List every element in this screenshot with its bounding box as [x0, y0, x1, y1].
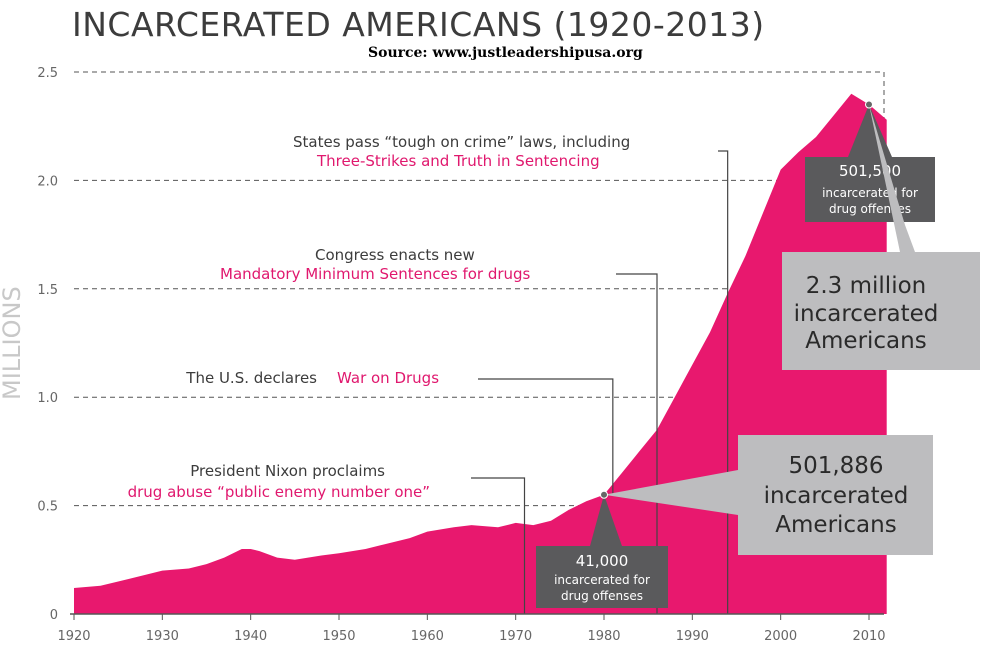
y-tick-label: 1.5 — [37, 283, 58, 298]
callout-total-1980: 501,886 incarcerated Americans — [604, 435, 933, 555]
x-tick-label: 1920 — [57, 629, 90, 644]
chart-source: Source: www.justleadershipusa.org — [368, 45, 643, 61]
annotation-nixon-line1: President Nixon proclaims — [190, 462, 385, 480]
x-tick-label: 2000 — [764, 629, 797, 644]
callout-total-1980-box — [604, 435, 933, 555]
callout-drug-1980-box — [536, 494, 668, 608]
callout-point — [865, 100, 873, 109]
callout-drug-1980-line2: incarcerated for — [554, 573, 650, 587]
x-tick-label: 1950 — [322, 629, 355, 644]
annotation-war-line — [478, 378, 614, 494]
annotation-nixon-line2: drug abuse “public enemy number one” — [128, 483, 430, 501]
callout-total-2010-line3: Americans — [805, 328, 926, 354]
callout-total-1980-line2: incarcerated — [764, 483, 909, 509]
y-tick-labels: 0 0.5 1.0 1.5 2.0 2.5 — [37, 66, 58, 623]
y-tick-label: 2.5 — [37, 66, 58, 81]
annotation-war-line1: The U.S. declares — [185, 369, 317, 387]
callout-total-1980-line1: 501,886 — [788, 453, 883, 479]
annotation-tough-line2: Three-Strikes and Truth in Sentencing — [316, 152, 600, 170]
callout-drug-2010-line2: incarcerated for — [822, 186, 918, 200]
x-tick-label: 1930 — [146, 629, 179, 644]
x-tick-label: 2010 — [852, 629, 885, 644]
annotation-tough-line — [718, 150, 729, 614]
annotation-tough-line1: States pass “tough on crime” laws, inclu… — [293, 133, 630, 151]
callout-drug-2010-number: 501,500 — [839, 162, 901, 180]
callout-drug-1980-number: 41,000 — [576, 552, 629, 570]
callout-drug-1980-line3: drug offenses — [561, 589, 643, 603]
x-tick-label: 1970 — [499, 629, 532, 644]
callout-drug-2010-box — [805, 104, 935, 222]
y-tick-label: 2.0 — [37, 174, 58, 189]
annotation-mandatory-line1: Congress enacts new — [315, 246, 475, 264]
callout-point — [600, 490, 608, 499]
annotation-nixon-line — [471, 477, 526, 614]
callout-drug-offenses-2010: 501,500 incarcerated for drug offenses — [805, 104, 935, 222]
annotation-mandatory-line2: Mandatory Minimum Sentences for drugs — [220, 265, 531, 283]
x-tick-label: 1980 — [587, 629, 620, 644]
y-tick-label: 0 — [50, 608, 58, 623]
y-axis-label: MILLIONS — [0, 286, 26, 400]
x-tick-label: 1960 — [411, 629, 444, 644]
y-tick-label: 1.0 — [37, 391, 58, 406]
x-tick-labels: 1920 1930 1940 1950 1960 1970 1980 1990 2000 2010 — [57, 614, 886, 644]
y-tick-label: 0.5 — [37, 500, 58, 515]
callout-drug-offenses-1980: 41,000 incarcerated for drug offenses — [536, 494, 668, 608]
callout-total-2010-line2: incarcerated — [794, 301, 939, 327]
x-tick-label: 1990 — [676, 629, 709, 644]
annotation-war-line2: War on Drugs — [337, 369, 439, 387]
callout-total-2010-box — [782, 104, 980, 371]
callout-total-2010: 2.3 million incarcerated Americans — [782, 104, 980, 371]
callout-total-1980-line3: Americans — [775, 512, 896, 538]
chart-title: INCARCERATED AMERICANS (1920-2013) — [72, 5, 765, 44]
callout-total-2010-line1: 2.3 million — [806, 273, 927, 299]
x-tick-label: 1940 — [234, 629, 267, 644]
